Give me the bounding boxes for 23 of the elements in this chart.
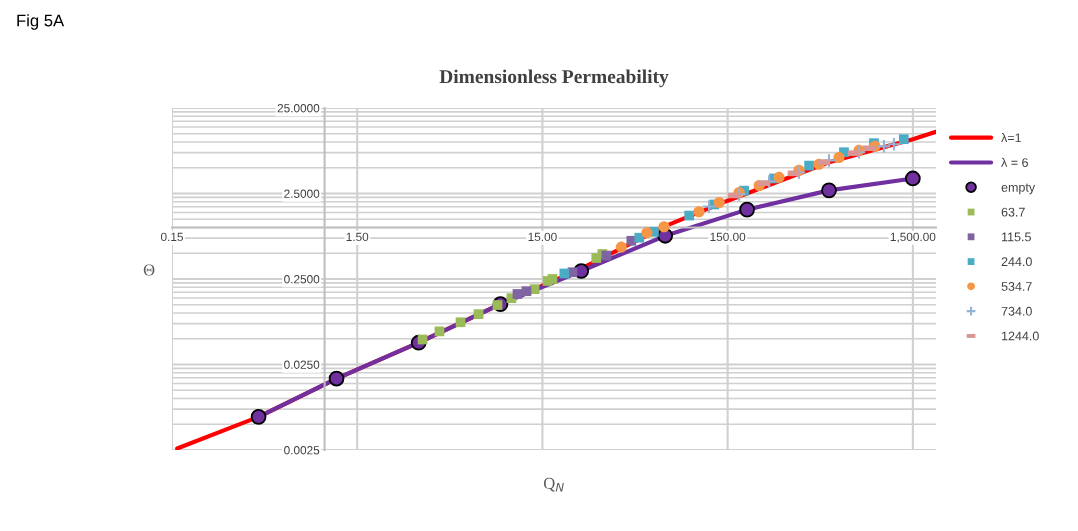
x-tick-label: 150.00 bbox=[710, 232, 746, 242]
y-tick-label: 0.2500 bbox=[284, 275, 320, 284]
x-tick-label: 1.50 bbox=[346, 232, 369, 242]
legend-label: 1244.0 bbox=[1002, 331, 1039, 341]
chart-title: Dimensionless Permeability bbox=[439, 69, 669, 88]
legend-label: 734.0 bbox=[1001, 306, 1032, 316]
legend-label: empty bbox=[1001, 183, 1036, 195]
legend-label: λ=1 bbox=[1001, 133, 1021, 143]
caption: Fig 5A bbox=[17, 14, 65, 30]
legend-label: 244.0 bbox=[1001, 257, 1032, 267]
legend-label: 63.7 bbox=[1001, 207, 1025, 217]
y-tick-label: 25.0000 bbox=[277, 104, 320, 113]
legend-label: λ = 6 bbox=[1001, 157, 1028, 167]
x-tick-label: 0.15 bbox=[160, 232, 183, 242]
y-tick-label: 0.0250 bbox=[284, 360, 320, 369]
x-tick-label: 1,500.00 bbox=[890, 232, 936, 243]
x-axis-title: Q$_{N}$ bbox=[543, 477, 564, 492]
legend-label: 115.5 bbox=[1002, 232, 1031, 242]
legend-label: 534.7 bbox=[1001, 282, 1032, 291]
y-axis-title: Θ bbox=[143, 264, 155, 276]
y-tick-label: 0.0025 bbox=[284, 446, 320, 455]
x-tick-label: 15.00 bbox=[528, 232, 557, 242]
y-tick-label: 2.5000 bbox=[284, 189, 320, 198]
